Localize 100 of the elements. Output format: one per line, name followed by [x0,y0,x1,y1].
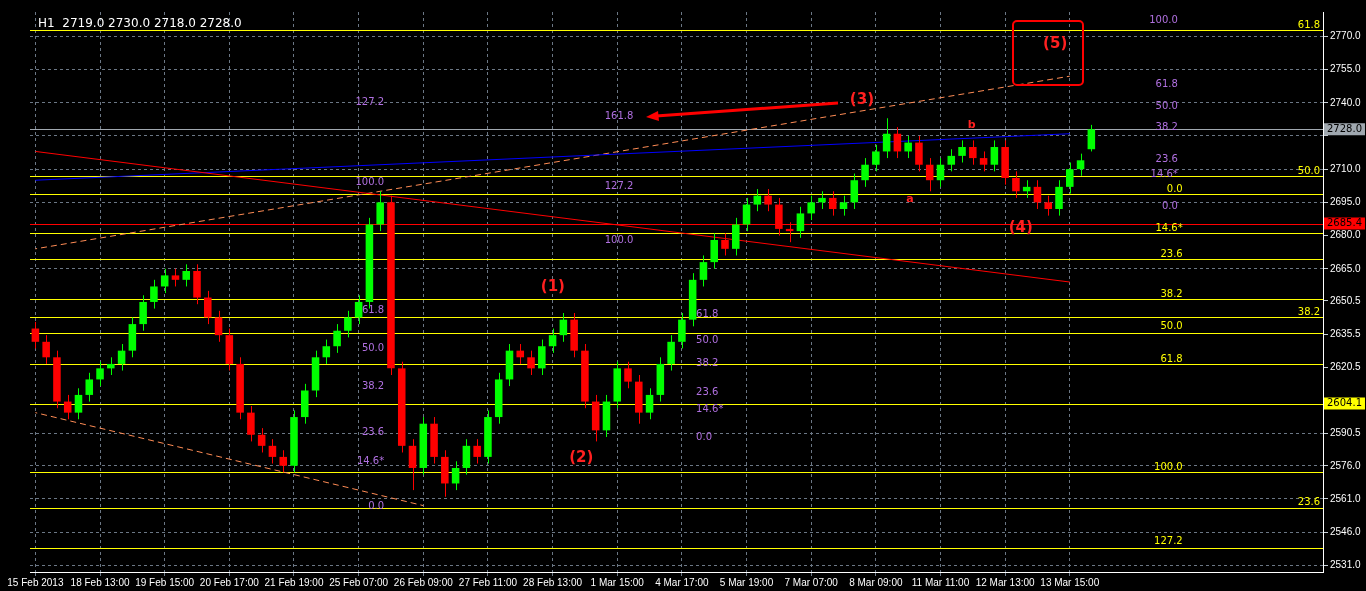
candlestick [1055,179,1063,217]
candlestick [333,323,341,354]
annotation: (3) [849,89,874,108]
annotation: 0.0 [368,499,385,511]
annotation: 161.8 [604,109,634,121]
annotation: 50.0 [1297,164,1321,176]
annotation: 0.0 [1161,199,1178,211]
candlestick [430,416,438,465]
x-tick-label: 7 Mar 07:00 [784,576,839,588]
ref-line-label: 2604.1 [1327,397,1362,409]
y-tick-label: 2650.5 [1330,294,1362,306]
y-tick-label: 2710.0 [1330,162,1362,174]
annotation: 127.2 [355,95,385,107]
annotation: (2) [569,447,594,466]
candlestick [872,144,880,172]
candlestick [570,312,578,358]
annotation: 38.2 [1155,120,1178,132]
annotation: 14.6* [356,454,385,466]
candlestick [473,438,481,465]
candlestick [1066,162,1074,194]
candlestick [710,232,718,270]
annotation: 50.0 [696,333,719,345]
candlestick [441,449,449,498]
x-tick-label: 1 Mar 15:00 [590,576,645,588]
x-tick-label: 19 Feb 15:00 [135,576,195,588]
candlestick [624,361,632,389]
annotation: 23.6 [1160,247,1183,259]
candlestick [807,195,815,221]
candlestick [139,294,147,332]
candlestick [484,409,492,465]
annotation: 38.2 [361,379,385,391]
candlestick [85,372,94,403]
candlestick [915,135,923,172]
x-tick-label: 13 Mar 15:00 [1040,576,1100,588]
annotation: 50.0 [361,341,385,353]
candlestick [969,139,977,166]
annotation: 61.8 [1155,77,1178,89]
y-tick-label: 2590.5 [1330,427,1362,439]
y-tick-label: 2546.0 [1330,525,1362,537]
annotation: a [906,191,914,205]
ref-line-label: 2728.0 [1327,122,1362,134]
x-tick-label: 4 Mar 17:00 [655,576,709,588]
y-tick-label: 2695.0 [1330,196,1362,208]
candlestick [150,279,158,310]
annotation: 14.6* [696,402,724,414]
y-tick-label: 2635.5 [1330,327,1362,339]
x-tick-label: 5 Mar 19:00 [719,576,774,588]
y-tick-label: 2755.0 [1330,63,1362,75]
candlestick [1001,139,1009,186]
y-tick-label: 2680.0 [1330,229,1362,241]
candlestick [764,188,772,212]
x-tick-label: 12 Mar 13:00 [975,576,1036,588]
annotation: 14.6* [1155,221,1183,233]
x-tick-label: 8 Mar 09:00 [849,576,903,588]
annotation: b [967,117,976,131]
candlestick [236,356,244,420]
y-tick-label: 2531.0 [1330,559,1362,571]
candlestick [678,312,686,349]
candlestick [397,361,406,453]
annotation: 23.6 [1297,495,1321,507]
candlestick [613,361,622,409]
candlestick [193,263,201,305]
annotation: 38.2 [1297,305,1321,317]
candlestick [290,409,298,473]
annotation: 61.8 [361,303,385,315]
annotation: 127.2 [1154,534,1183,546]
annotation: 23.6 [696,385,719,397]
chart-title: H1 2719.0 2730.0 2718.0 2728.0 [38,16,242,31]
x-tick-label: 28 Feb 13:00 [523,576,583,588]
x-tick-label: 11 Mar 11:00 [911,576,970,588]
candlestick [344,310,352,338]
x-tick-label: 15 Feb 2013 [7,576,64,588]
candlestick [279,449,287,473]
candlestick [947,148,956,172]
annotation: 14.6* [1150,167,1178,179]
x-tick-label: 27 Feb 11:00 [458,576,518,588]
annotation: 100.0 [355,175,385,187]
candlestick [182,263,191,287]
y-tick-label: 2665.0 [1330,262,1362,274]
candlestick [667,334,675,372]
candlestick [527,350,535,376]
annotation: 61.8 [696,307,719,319]
x-tick-label: 26 Feb 09:00 [393,576,454,588]
annotation: 23.6 [1155,152,1178,164]
candlestick [958,139,966,164]
candlestick [828,190,837,217]
annotation: 38.2 [1160,287,1183,299]
annotation: 0.0 [1166,182,1183,194]
candlestick [721,232,729,256]
annotation: 61.8 [1297,18,1321,30]
annotation: 100.0 [1149,13,1178,25]
annotation: 50.0 [1155,99,1178,111]
annotation: (5) [1043,33,1068,52]
x-tick-label: 18 Feb 13:00 [70,576,130,588]
x-tick-label: 20 Feb 17:00 [199,576,260,588]
y-tick-label: 2576.0 [1330,459,1362,471]
candlestick [300,383,309,425]
candlestick [42,334,50,365]
candlestick [861,157,869,188]
candlestick [538,339,546,376]
